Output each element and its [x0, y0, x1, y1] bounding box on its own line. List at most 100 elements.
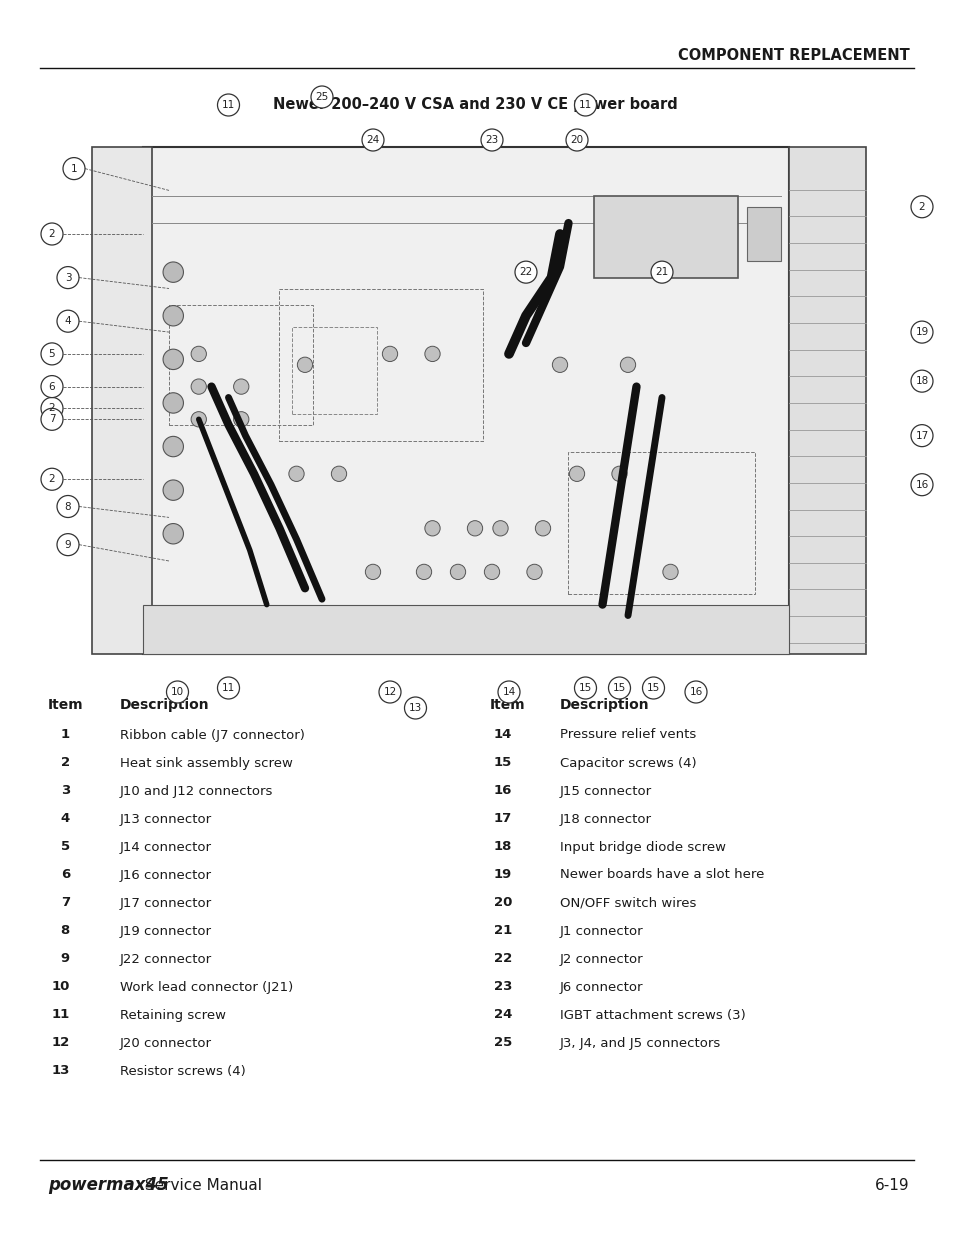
Circle shape [910, 370, 932, 393]
Text: J17 connector: J17 connector [120, 897, 212, 909]
Circle shape [41, 375, 63, 398]
Text: 21: 21 [655, 267, 668, 277]
Text: 24: 24 [366, 135, 379, 144]
Bar [594, 196, 738, 278]
Circle shape [641, 677, 664, 699]
Text: 10: 10 [171, 687, 184, 697]
Text: 5: 5 [61, 841, 70, 853]
Text: 2: 2 [49, 404, 55, 414]
Text: Item: Item [48, 698, 84, 713]
Circle shape [163, 305, 183, 326]
Text: ON/OFF switch wires: ON/OFF switch wires [559, 897, 696, 909]
Circle shape [910, 425, 932, 447]
Circle shape [41, 409, 63, 430]
Text: J15 connector: J15 connector [559, 784, 652, 798]
Text: J2 connector: J2 connector [559, 952, 643, 966]
Text: 22: 22 [494, 952, 512, 966]
Circle shape [57, 534, 79, 556]
Text: Newer 200–240 V CSA and 230 V CE power board: Newer 200–240 V CSA and 230 V CE power b… [273, 98, 677, 112]
Circle shape [217, 677, 239, 699]
Text: 8: 8 [65, 501, 71, 511]
Text: J14 connector: J14 connector [120, 841, 212, 853]
Text: 23: 23 [493, 981, 512, 993]
Text: Description: Description [559, 698, 649, 713]
Text: 12: 12 [51, 1036, 70, 1050]
Circle shape [467, 521, 482, 536]
Bar [292, 326, 376, 414]
Text: 5: 5 [49, 350, 55, 359]
Text: 18: 18 [915, 377, 927, 387]
Text: 16: 16 [689, 687, 702, 697]
Circle shape [57, 267, 79, 289]
Text: COMPONENT REPLACEMENT: COMPONENT REPLACEMENT [678, 47, 909, 63]
Circle shape [163, 480, 183, 500]
Text: J19 connector: J19 connector [120, 925, 212, 937]
Bar [143, 147, 789, 653]
Circle shape [233, 379, 249, 394]
Circle shape [910, 196, 932, 217]
Text: 16: 16 [493, 784, 512, 798]
Text: 20: 20 [570, 135, 583, 144]
Bar [279, 289, 483, 441]
Bar [746, 206, 781, 262]
Text: 4: 4 [65, 316, 71, 326]
Text: Resistor screws (4): Resistor screws (4) [120, 1065, 246, 1077]
Circle shape [331, 466, 346, 482]
Circle shape [217, 94, 239, 116]
Text: J10 and J12 connectors: J10 and J12 connectors [120, 784, 274, 798]
Circle shape [311, 86, 333, 107]
Text: 20: 20 [493, 897, 512, 909]
Text: 6: 6 [49, 382, 55, 391]
Circle shape [515, 261, 537, 283]
Circle shape [484, 564, 499, 579]
Circle shape [535, 521, 550, 536]
Circle shape [365, 564, 380, 579]
Text: Capacitor screws (4): Capacitor screws (4) [559, 757, 696, 769]
Circle shape [565, 128, 587, 151]
Text: 13: 13 [409, 703, 421, 713]
Circle shape [910, 321, 932, 343]
Circle shape [574, 677, 596, 699]
Circle shape [163, 436, 183, 457]
Text: 17: 17 [915, 431, 927, 441]
Text: IGBT attachment screws (3): IGBT attachment screws (3) [559, 1009, 745, 1021]
Circle shape [41, 224, 63, 245]
Text: J1 connector: J1 connector [559, 925, 643, 937]
Circle shape [297, 357, 313, 373]
Text: 9: 9 [65, 540, 71, 550]
Text: Heat sink assembly screw: Heat sink assembly screw [120, 757, 293, 769]
Circle shape [574, 94, 596, 116]
Circle shape [163, 262, 183, 283]
Text: Service Manual: Service Manual [140, 1177, 262, 1193]
Text: powermax45: powermax45 [48, 1176, 169, 1194]
Text: Description: Description [120, 698, 210, 713]
Text: 11: 11 [222, 683, 234, 693]
Text: J3, J4, and J5 connectors: J3, J4, and J5 connectors [559, 1036, 720, 1050]
Text: 18: 18 [493, 841, 512, 853]
Text: Ribbon cable (J7 connector): Ribbon cable (J7 connector) [120, 729, 305, 741]
Circle shape [404, 697, 426, 719]
Circle shape [191, 346, 206, 362]
Circle shape [662, 564, 678, 579]
Circle shape [552, 357, 567, 373]
Text: J16 connector: J16 connector [120, 868, 212, 882]
Text: Newer boards have a slot here: Newer boards have a slot here [559, 868, 763, 882]
Circle shape [480, 128, 502, 151]
Text: 3: 3 [65, 273, 71, 283]
Text: J6 connector: J6 connector [559, 981, 643, 993]
Circle shape [424, 521, 439, 536]
Circle shape [497, 680, 519, 703]
Text: 2: 2 [918, 201, 924, 211]
Bar [568, 452, 755, 594]
Text: 21: 21 [494, 925, 512, 937]
Text: Input bridge diode screw: Input bridge diode screw [559, 841, 725, 853]
Circle shape [163, 524, 183, 543]
Text: 13: 13 [51, 1065, 70, 1077]
Bar [169, 305, 314, 425]
Text: 24: 24 [493, 1009, 512, 1021]
Text: 16: 16 [915, 479, 927, 490]
Circle shape [569, 466, 584, 482]
Text: J20 connector: J20 connector [120, 1036, 212, 1050]
Circle shape [191, 411, 206, 427]
Text: J13 connector: J13 connector [120, 813, 212, 825]
